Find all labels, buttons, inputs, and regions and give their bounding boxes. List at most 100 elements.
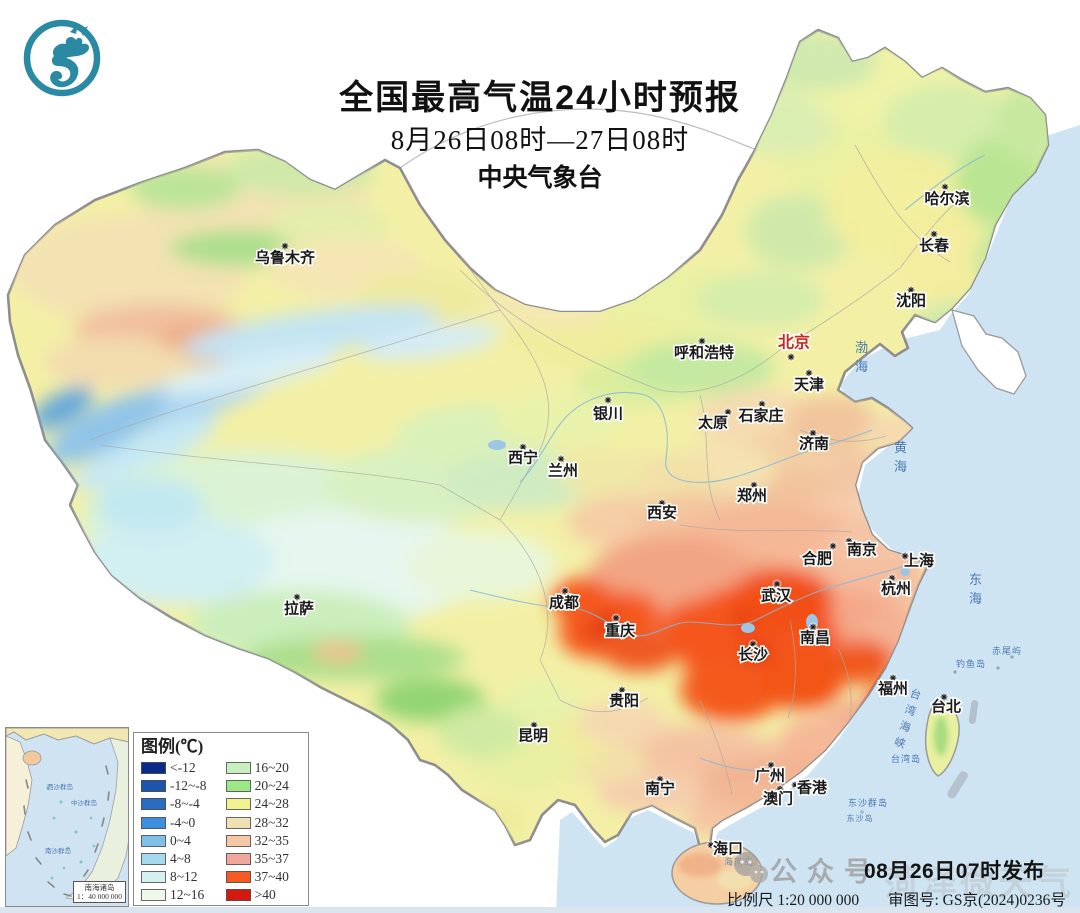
city-haikou: 海口 (706, 838, 745, 859)
city-nanjing: 南京 (844, 536, 879, 560)
city-label-kunming: 昆明 (518, 728, 548, 745)
wechat-icon (734, 852, 768, 883)
city-lasa: 拉萨 (282, 592, 316, 619)
watermark-account-name: 菏泽微天气 (884, 864, 1075, 903)
legend-label: <-12 (170, 760, 196, 775)
legend-label: 16~20 (254, 760, 289, 775)
legend-label: -4~0 (170, 814, 196, 830)
city-shijiazhuang: 石家庄 (736, 399, 785, 426)
korea-landmass (951, 309, 1027, 395)
legend-item: -4~0 (141, 814, 220, 832)
legend-swatch (225, 762, 251, 774)
city-label-yinchuan: 银川 (593, 405, 623, 423)
publish-time: 08月26日07时发布 (864, 860, 1045, 883)
legend-item: >40 (225, 886, 302, 904)
legend-swatch (225, 852, 251, 865)
sea-label-diaoyudao: 钓鱼岛 (956, 658, 986, 669)
city-label-haerbin: 哈尔滨 (924, 190, 969, 208)
city-nanchang: 南昌 (798, 622, 832, 648)
rivers (469, 154, 986, 771)
legend-swatch (225, 889, 251, 902)
city-zhengzhou: 郑州 (735, 480, 769, 506)
city-label-nanjing: 南京 (847, 541, 877, 559)
inset-island-label: 西沙群岛 (47, 784, 73, 791)
legend-swatch (141, 852, 166, 865)
south-china-sea-inset: 西沙群岛 中沙群岛 南沙群岛 南海诸岛 1：40 000 000 (2, 724, 132, 910)
legend-item: <-12 (141, 759, 220, 777)
legend-item: 37~40 (225, 868, 302, 886)
map-scale: 比例尺 1:20 000 000 (727, 892, 860, 909)
legend-label: 35~37 (254, 850, 289, 866)
city-label-shanghai: 上海 (904, 552, 934, 570)
temperature-field (10, 34, 1048, 840)
city-label-chengdu: 成都 (549, 594, 579, 612)
legend-label: 24~28 (254, 796, 289, 812)
legend-swatch (141, 816, 166, 829)
legend-item: 24~28 (225, 795, 302, 813)
legend-box: 图例(℃) <-12 -12~-8 -8~-4 -4~0 0~4 4~8 8~12 12~16… (133, 732, 309, 906)
agency-name: 中央气象台 (477, 164, 603, 192)
city-label-nanning: 南宁 (645, 780, 675, 798)
sea-label-chiweiyu: 赤尾屿 (992, 646, 1022, 656)
legend-rows: <-12 -12~-8 -8~-4 -4~0 0~4 4~8 8~12 12~16 16~20 2… (141, 759, 302, 905)
city-label-changchun: 长春 (919, 237, 949, 255)
city-kunming: 昆明 (516, 720, 550, 746)
legend-item: 20~24 (225, 777, 302, 795)
city-label-fuzhou: 福州 (877, 680, 908, 698)
inset-caption: 南海诸岛 1：40 000 000 (73, 881, 126, 903)
city-label-xining: 西宁 (508, 449, 538, 467)
legend-label: 4~8 (170, 850, 191, 866)
city-label-guiyang: 贵阳 (609, 692, 639, 710)
taiwan-island (924, 699, 960, 777)
legend-label: 32~35 (254, 832, 289, 848)
legend-swatch (141, 889, 166, 902)
legend-swatch (141, 780, 166, 793)
city-haerbin: 哈尔滨 (923, 182, 971, 209)
city-taibei: 台北 (929, 692, 963, 717)
city-changchun: 长春 (917, 229, 951, 256)
cma-logo (23, 19, 101, 97)
inset-island-label: 南沙群岛 (45, 848, 71, 855)
legend-label: 12~16 (170, 887, 205, 903)
city-hefei: 合肥 (799, 541, 838, 569)
city-guangzhou: 广州 (753, 760, 787, 786)
city-label-shijiazhuang: 石家庄 (737, 407, 783, 425)
city-xianggang: 香港 (790, 777, 829, 798)
city-beijing: 北京 (776, 331, 812, 362)
city-huhehaote: 呼和浩特 (672, 336, 736, 363)
city-fuzhou: 福州 (875, 673, 910, 699)
sea-label-bohai: 渤海 (855, 340, 869, 374)
city-label-lanzhou: 兰州 (548, 462, 578, 480)
city-label-huhehaote: 呼和浩特 (674, 344, 734, 362)
legend-label: -12~-8 (170, 778, 207, 794)
city-label-aomen: 澳门 (763, 790, 793, 808)
approval-number: 审图号: GS京(2024)0236号 (888, 892, 1066, 909)
sea-label-donghai: 东海 (969, 572, 983, 606)
watermark-prefix: 公众号 (770, 857, 881, 887)
city-label-tianjin: 天津 (794, 376, 824, 394)
city-label-taiyuan: 太原 (698, 414, 728, 432)
city-label-changsha: 长沙 (738, 646, 768, 664)
city-label-wuhan: 武汉 (761, 587, 792, 605)
city-label-taibei: 台北 (931, 698, 961, 716)
legend-swatch (141, 762, 166, 774)
mongolia-border (399, 108, 758, 169)
legend-label: 8~12 (170, 869, 198, 885)
city-label-shenyang: 沈阳 (896, 292, 926, 310)
legend-swatch (141, 871, 166, 884)
city-label-hefei: 合肥 (801, 550, 832, 568)
city-label-nanchang: 南昌 (800, 629, 830, 647)
city-label-haikou: 海口 (713, 840, 743, 858)
map-subtitle: 8月26日08时—27日08时 (390, 125, 690, 155)
bottom-sea-strip (0, 907, 1080, 913)
city-label-chongqing: 重庆 (605, 622, 635, 640)
city-label-xian: 西安 (647, 504, 677, 522)
city-label-guangzhou: 广州 (755, 767, 785, 785)
city-wuhan: 武汉 (759, 579, 793, 606)
city-taiyuan: 太原 (696, 407, 733, 433)
city-label-wulumuqi: 乌鲁木齐 (255, 249, 316, 267)
sea-label-dongsha-qundao: 东沙群岛 (848, 797, 888, 808)
legend-swatch (141, 798, 166, 811)
city-hangzhou: 杭州 (879, 573, 913, 599)
